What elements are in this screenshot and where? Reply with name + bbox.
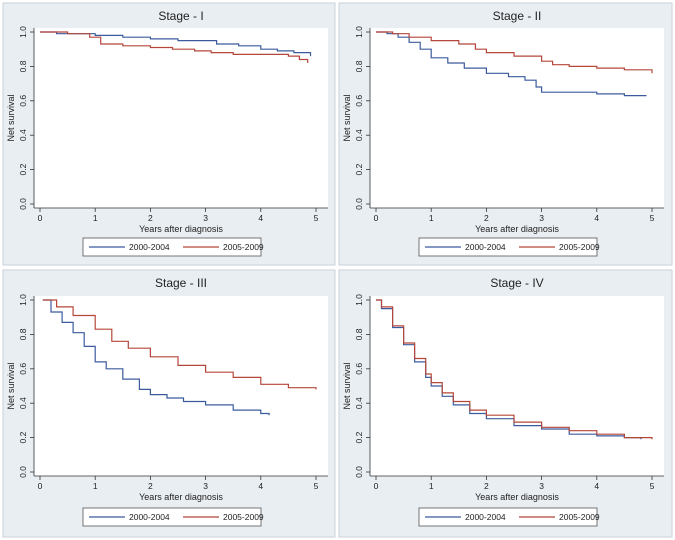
y-axis-label: Net survival <box>6 362 16 409</box>
x-tick-label: 3 <box>539 481 544 491</box>
plot-area <box>370 296 664 476</box>
x-tick-label: 2 <box>148 213 153 223</box>
legend-box <box>418 507 598 527</box>
x-tick-label: 0 <box>38 481 43 491</box>
legend-label: 2000-2004 <box>465 242 506 252</box>
legend-label: 2000-2004 <box>465 512 506 522</box>
x-tick-label: 0 <box>374 213 379 223</box>
plot-area <box>34 28 328 208</box>
x-tick-label: 4 <box>594 481 599 491</box>
series-line-2005-2009 <box>376 31 653 74</box>
x-tick-label: 3 <box>203 481 208 491</box>
legend-label: 2005-2009 <box>559 512 600 522</box>
chart-title: Stage - II <box>493 9 542 23</box>
chart-title: Stage - IV <box>490 276 543 290</box>
x-tick-label: 4 <box>258 481 263 491</box>
series-line-2005-2009 <box>42 299 317 390</box>
plot-area <box>370 28 664 208</box>
x-axis-label: Years after diagnosis <box>475 224 559 234</box>
y-tick-label: 1.0 <box>18 26 28 38</box>
x-axis-label: Years after diagnosis <box>139 492 223 502</box>
y-tick-label: 0.4 <box>354 397 364 409</box>
y-axis-label: Net survival <box>6 94 16 141</box>
chart-title: Stage - III <box>155 276 207 290</box>
legend-label: 2000-2004 <box>129 512 170 522</box>
y-tick-label: 0.0 <box>354 466 364 478</box>
plot-area <box>34 296 328 476</box>
chart-panel-2: Stage - II 0 1 2 3 4 5 0.0 0.2 0.4 0.6 0.8 1.0 Years … <box>338 2 673 266</box>
y-axis-label: Net survival <box>342 94 352 141</box>
y-tick-label: 0.4 <box>18 129 28 141</box>
legend-label: 2005-2009 <box>223 242 264 252</box>
chart-panel-4: Stage - IV 0 1 2 3 4 5 0.0 0.2 0.4 0.6 0.8 1.0 Years … <box>338 269 673 538</box>
legend-label: 2000-2004 <box>129 242 170 252</box>
y-tick-label: 1.0 <box>354 26 364 38</box>
x-tick-label: 5 <box>650 213 655 223</box>
series-line-2005-2009 <box>376 299 653 440</box>
y-tick-label: 0.6 <box>18 95 28 107</box>
y-tick-label: 0.2 <box>354 163 364 175</box>
y-tick-label: 0.0 <box>18 466 28 478</box>
x-tick-label: 1 <box>93 213 98 223</box>
x-tick-label: 5 <box>314 213 319 223</box>
legend-box <box>82 237 262 257</box>
y-tick-label: 0.2 <box>354 431 364 443</box>
x-tick-label: 0 <box>38 213 43 223</box>
y-tick-label: 1.0 <box>354 294 364 306</box>
x-tick-label: 2 <box>484 213 489 223</box>
y-tick-label: 0.2 <box>18 431 28 443</box>
x-tick-label: 2 <box>148 481 153 491</box>
y-tick-label: 0.6 <box>354 95 364 107</box>
y-tick-label: 0.2 <box>18 163 28 175</box>
x-tick-label: 1 <box>429 213 434 223</box>
x-tick-label: 4 <box>258 213 263 223</box>
x-tick-label: 1 <box>93 481 98 491</box>
x-tick-label: 5 <box>650 481 655 491</box>
y-tick-label: 0.4 <box>18 397 28 409</box>
x-tick-label: 5 <box>314 481 319 491</box>
x-axis-label: Years after diagnosis <box>475 492 559 502</box>
y-axis-label: Net survival <box>342 362 352 409</box>
chart-title: Stage - I <box>158 9 203 23</box>
chart-panel-1: Stage - I 0 1 2 3 4 5 0.0 0.2 0.4 0.6 0.8 1.0 Years a… <box>2 2 336 266</box>
y-tick-label: 0.8 <box>18 328 28 340</box>
x-axis-label: Years after diagnosis <box>139 224 223 234</box>
series-line-2000-2004 <box>40 31 312 57</box>
series-line-2000-2004 <box>42 299 270 416</box>
y-tick-label: 0.8 <box>354 60 364 72</box>
x-tick-label: 3 <box>203 213 208 223</box>
y-tick-label: 0.0 <box>18 198 28 210</box>
x-tick-label: 1 <box>429 481 434 491</box>
x-tick-label: 0 <box>374 481 379 491</box>
y-tick-label: 0.8 <box>354 328 364 340</box>
x-tick-label: 3 <box>539 213 544 223</box>
legend-box <box>418 237 598 257</box>
x-tick-label: 4 <box>594 213 599 223</box>
series-line-2005-2009 <box>40 31 309 63</box>
legend-label: 2005-2009 <box>559 242 600 252</box>
x-tick-label: 2 <box>484 481 489 491</box>
y-tick-label: 0.6 <box>354 363 364 375</box>
legend-label: 2005-2009 <box>223 512 264 522</box>
y-tick-label: 0.6 <box>18 363 28 375</box>
legend-box <box>82 507 262 527</box>
y-tick-label: 0.8 <box>18 60 28 72</box>
chart-panel-3: Stage - III 0 1 2 3 4 5 0.0 0.2 0.4 0.6 0.8 1.0 Years… <box>2 269 336 538</box>
y-tick-label: 0.4 <box>354 129 364 141</box>
y-tick-label: 0.0 <box>354 198 364 210</box>
y-tick-label: 1.0 <box>18 294 28 306</box>
